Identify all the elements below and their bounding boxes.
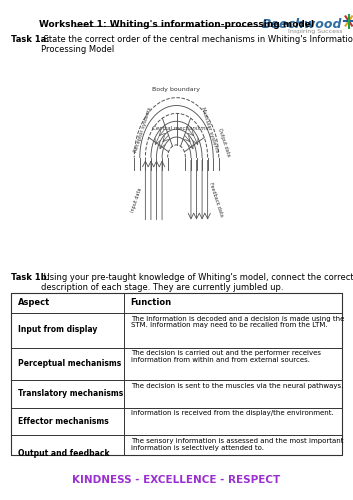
Text: Perceptual mechanisms: Perceptual mechanisms (18, 359, 121, 368)
Text: Output data: Output data (217, 128, 231, 158)
Text: The decision is carried out and the performer receives
information from within a: The decision is carried out and the perf… (131, 350, 321, 364)
Text: State the correct order of the central mechanisms in Whiting's Information
Proce: State the correct order of the central m… (41, 35, 353, 54)
Text: Worksheet 1: Whiting's information-processing model: Worksheet 1: Whiting's information-proce… (39, 20, 314, 29)
Text: Muscular systems: Muscular systems (200, 106, 220, 154)
Text: Inspiring Success: Inspiring Success (288, 29, 342, 34)
Text: Task 1a:: Task 1a: (11, 35, 49, 44)
Text: Effector mechanisms: Effector mechanisms (18, 417, 108, 426)
Text: The sensory information is assessed and the most important
information is select: The sensory information is assessed and … (131, 438, 343, 451)
FancyBboxPatch shape (11, 292, 342, 312)
Text: Receptor systems: Receptor systems (133, 107, 153, 153)
Text: Function: Function (131, 298, 172, 307)
Text: Task 1b:: Task 1b: (11, 272, 49, 281)
FancyBboxPatch shape (11, 292, 342, 455)
Text: Feedback data: Feedback data (208, 182, 224, 218)
Text: Aspect: Aspect (18, 298, 50, 307)
Text: Using your pre-taught knowledge of Whiting's model, connect the correct
descript: Using your pre-taught knowledge of Whiti… (41, 272, 353, 292)
Text: Beechwood: Beechwood (262, 18, 342, 32)
Text: Information is received from the display/the environment.: Information is received from the display… (131, 410, 333, 416)
Text: Body boundary: Body boundary (152, 86, 201, 92)
Text: Input from display: Input from display (18, 326, 97, 334)
Text: Central mechanisms: Central mechanisms (152, 126, 208, 131)
Text: KINDNESS - EXCELLENCE - RESPECT: KINDNESS - EXCELLENCE - RESPECT (72, 475, 281, 485)
Text: The decision is sent to the muscles via the neural pathways.: The decision is sent to the muscles via … (131, 383, 343, 389)
Text: Output and feedback: Output and feedback (18, 449, 109, 458)
Text: Translatory mechanisms: Translatory mechanisms (18, 389, 123, 398)
Text: The information is decoded and a decision is made using the
STM. Information may: The information is decoded and a decisio… (131, 316, 344, 328)
Text: Input data: Input data (131, 187, 143, 213)
